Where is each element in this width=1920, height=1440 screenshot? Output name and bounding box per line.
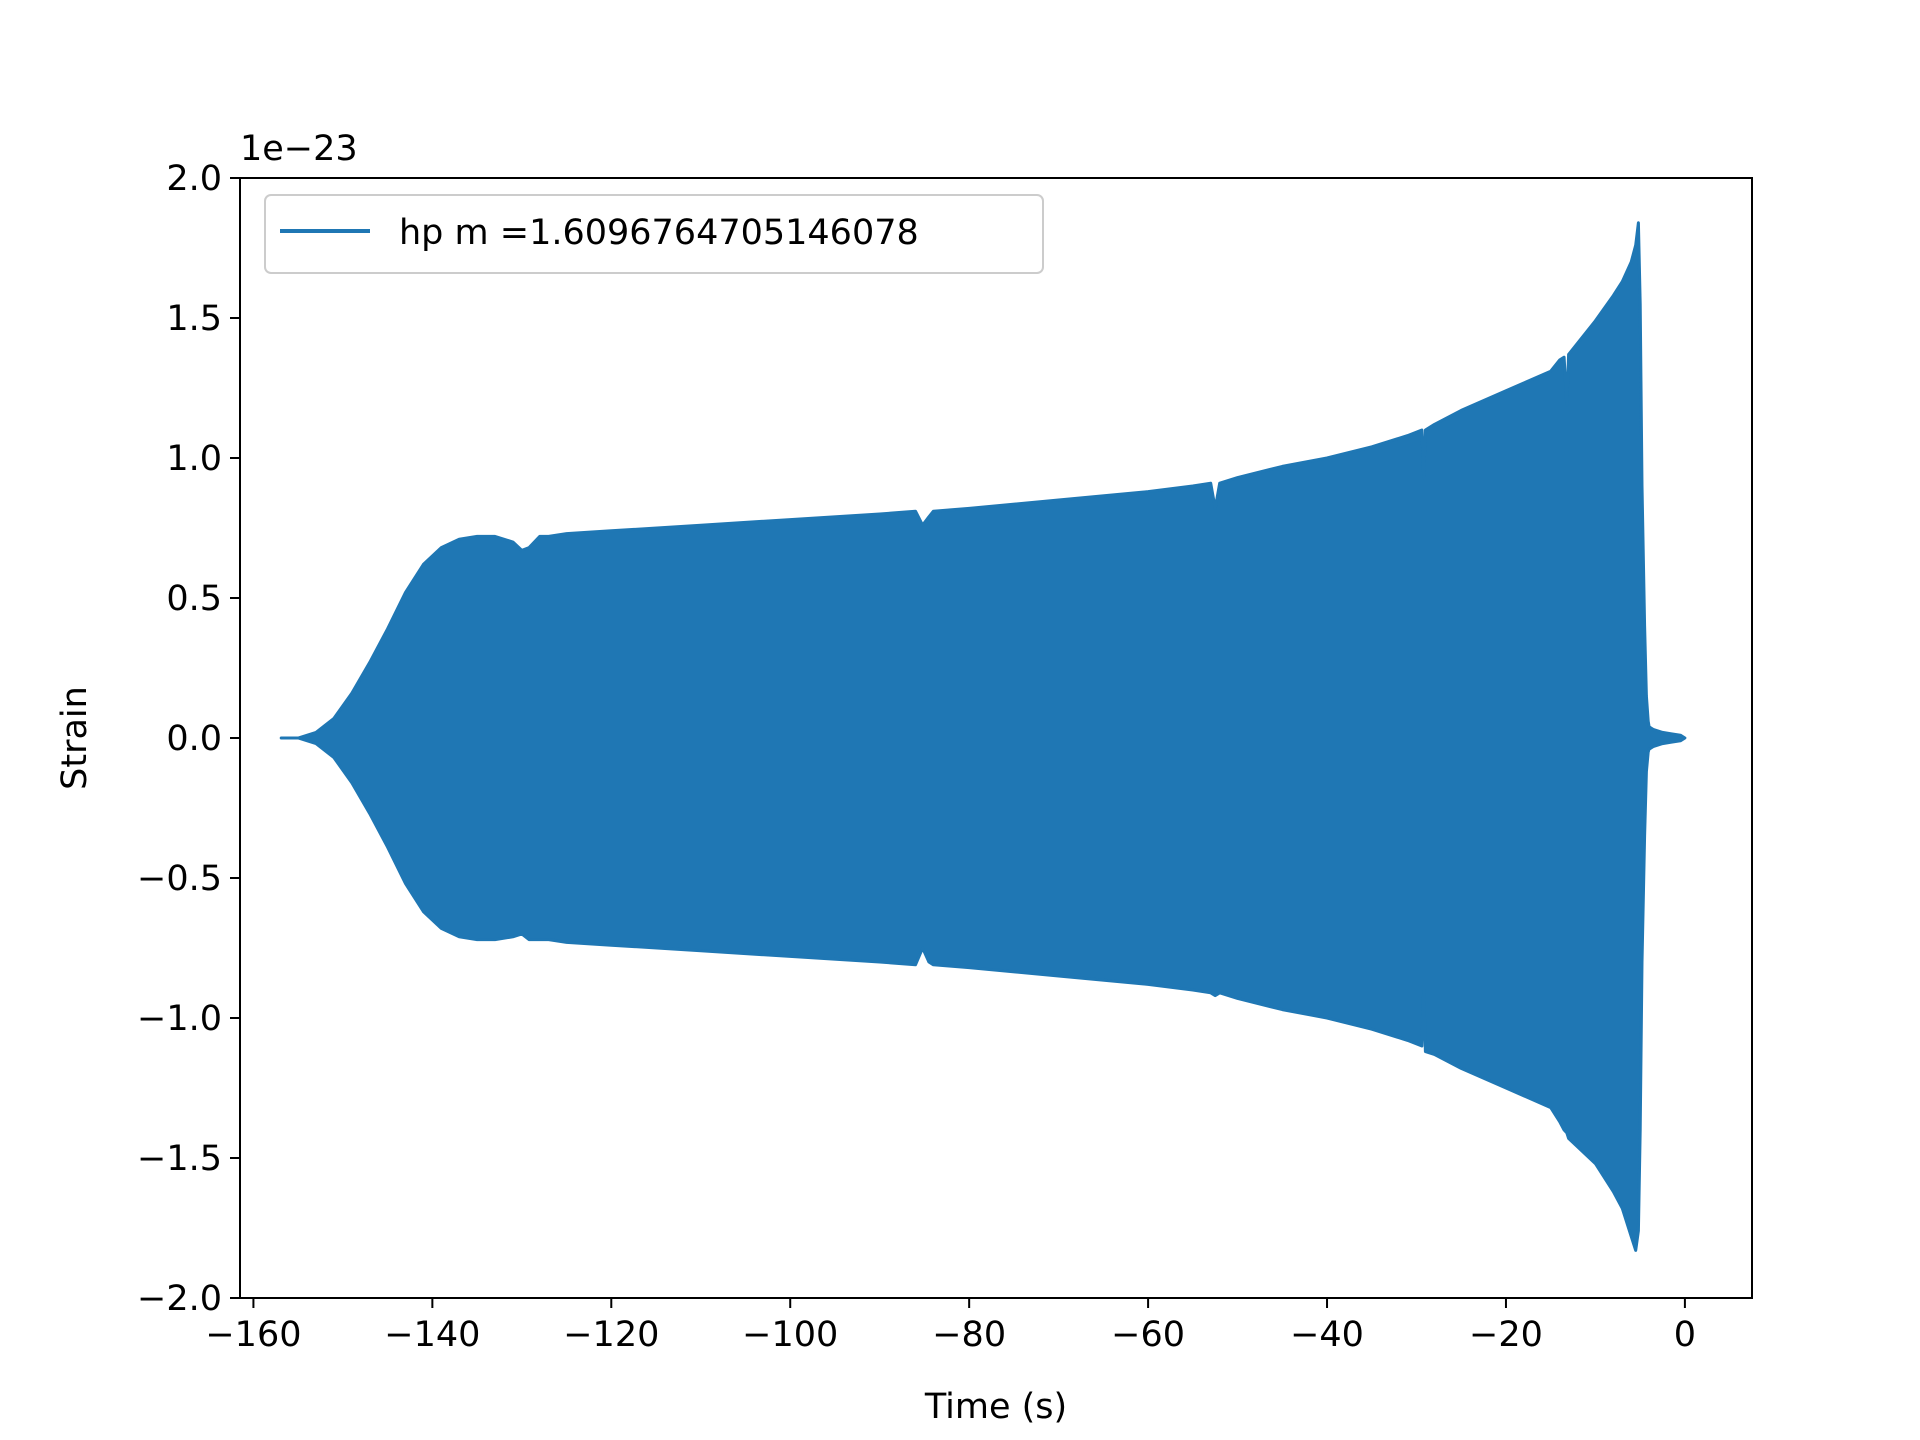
y-tick-label: −1.0 bbox=[137, 999, 222, 1039]
x-tick-label: −80 bbox=[932, 1315, 1006, 1355]
legend-box bbox=[264, 194, 1044, 274]
waveform-series bbox=[279, 221, 1687, 1252]
y-tick-label: 2.0 bbox=[166, 159, 222, 199]
x-axis: −160 −140 −120 −100 −80 −60 −40 −20 0 bbox=[205, 1298, 1696, 1355]
x-tick-label: −160 bbox=[205, 1315, 301, 1355]
y-tick-label: 0.5 bbox=[166, 579, 222, 619]
plot-area bbox=[279, 221, 1687, 1252]
x-tick-label: −60 bbox=[1111, 1315, 1185, 1355]
x-tick-label: −120 bbox=[563, 1315, 659, 1355]
x-tick-label: −40 bbox=[1290, 1315, 1364, 1355]
y-tick-label: −1.5 bbox=[137, 1139, 222, 1179]
y-tick-label: 1.5 bbox=[166, 299, 222, 339]
x-tick-label: −100 bbox=[742, 1315, 838, 1355]
y-axis: −2.0 −1.5 −1.0 −0.5 0.0 0.5 1.0 1.5 2.0 bbox=[137, 159, 240, 1319]
y-tick-label: 1.0 bbox=[166, 439, 222, 479]
legend-label: hp m =1.6096764705146078 bbox=[399, 213, 919, 253]
legend: hp m =1.6096764705146078 bbox=[264, 194, 1044, 274]
x-tick-label: −140 bbox=[384, 1315, 480, 1355]
x-tick-label: −20 bbox=[1469, 1315, 1543, 1355]
y-offset-text: 1e−23 bbox=[240, 129, 358, 169]
y-tick-label: 0.0 bbox=[166, 719, 222, 759]
y-tick-label: −0.5 bbox=[137, 859, 222, 899]
y-tick-label: −2.0 bbox=[137, 1279, 222, 1319]
y-axis-label: Strain bbox=[55, 686, 95, 790]
x-tick-label: 0 bbox=[1674, 1315, 1696, 1355]
x-axis-label: Time (s) bbox=[924, 1387, 1067, 1427]
